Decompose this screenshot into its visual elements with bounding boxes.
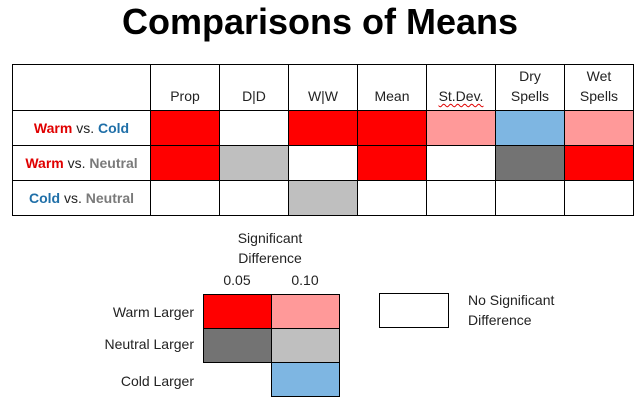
row-label-warm-vs-cold: Warm vs. Cold [12, 110, 151, 146]
result-cell [288, 145, 358, 181]
result-cell [150, 145, 220, 181]
table-row: Warm vs. Cold [12, 110, 634, 146]
legend-header: Significant Difference [237, 230, 303, 266]
result-cell [426, 180, 496, 216]
row-first-group: Cold [28, 190, 61, 206]
result-cell [495, 145, 565, 181]
legend-neutral-larger-label: Neutral Larger [104, 336, 195, 352]
column-header-mean: Mean [357, 64, 427, 111]
legend-warm-larger-label: Warm Larger [112, 304, 194, 320]
result-cell [357, 110, 427, 146]
legend-swatch-warm-010 [271, 294, 340, 329]
legend-swatch-cold-010 [271, 362, 340, 397]
result-cell [288, 180, 358, 216]
row-first-group: Warm [33, 120, 73, 136]
page-title: Comparisons of Means [121, 1, 519, 42]
result-cell [426, 145, 496, 181]
row-first-group: Warm [25, 155, 64, 171]
legend-no-significance-label: No Significant Difference [468, 292, 555, 328]
legend-cold-larger-label: Cold Larger [120, 373, 194, 389]
result-cell [426, 110, 496, 146]
result-cell [219, 180, 289, 216]
column-header-prop: Prop [150, 64, 220, 111]
row-second-group: Neutral [85, 190, 134, 206]
result-cell [564, 145, 634, 181]
table-row: Cold vs. Neutral [12, 180, 634, 216]
row-label-warm-vs-neutral: Warm vs. Neutral [12, 145, 151, 181]
corner-cell [12, 64, 151, 111]
column-header-stdev: St.Dev. [426, 64, 496, 111]
table-header-row: Prop D|D W|W Mean St.Dev. Dry Spells Wet… [12, 64, 634, 111]
row-label-cold-vs-neutral: Cold vs. Neutral [12, 180, 151, 216]
column-header-dd: D|D [219, 64, 289, 111]
legend-level-005: 0.05 [223, 272, 251, 288]
result-cell [564, 180, 634, 216]
row-vs: vs. [63, 190, 82, 206]
result-cell [564, 110, 634, 146]
result-cell [219, 145, 289, 181]
result-cell [495, 180, 565, 216]
legend-swatch-neutral-010 [271, 328, 340, 363]
legend-level-010: 0.10 [291, 272, 319, 288]
legend-swatch-no-significance [379, 293, 449, 328]
row-second-group: Cold [97, 120, 130, 136]
legend-swatch-neutral-005 [203, 328, 272, 363]
stdev-label: St.Dev. [438, 88, 484, 104]
column-header-ww: W|W [288, 64, 358, 111]
result-cell [495, 110, 565, 146]
table-row: Warm vs. Neutral [12, 145, 634, 181]
result-cell [219, 110, 289, 146]
result-cell [357, 180, 427, 216]
result-cell [150, 180, 220, 216]
column-header-wet-spells: Wet Spells [564, 64, 634, 111]
legend-swatch-warm-005 [203, 294, 272, 329]
result-cell [357, 145, 427, 181]
result-cell [150, 110, 220, 146]
comparison-table: Prop D|D W|W Mean St.Dev. Dry Spells Wet… [12, 64, 634, 216]
row-vs: vs. [67, 155, 86, 171]
row-second-group: Neutral [89, 155, 138, 171]
result-cell [288, 110, 358, 146]
row-vs: vs. [76, 120, 95, 136]
column-header-dry-spells: Dry Spells [495, 64, 565, 111]
